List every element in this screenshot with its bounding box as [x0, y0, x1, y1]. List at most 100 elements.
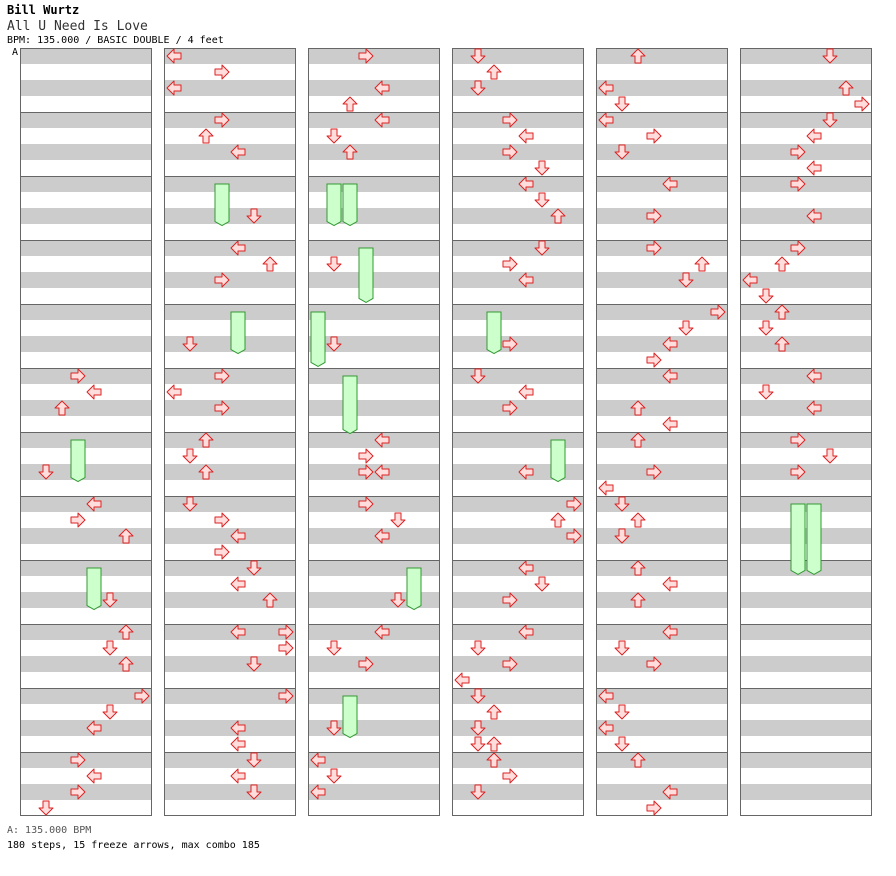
freeze-arrow [342, 183, 358, 227]
step-arrow-right [214, 512, 230, 528]
beat-stripe [452, 496, 584, 512]
step-arrow-right [566, 496, 582, 512]
step-arrow-left [662, 416, 678, 432]
beat-stripe [308, 752, 440, 768]
step-arrow-right [70, 512, 86, 528]
step-arrow-left [598, 80, 614, 96]
beat-stripe [740, 304, 872, 320]
step-arrow-right [502, 256, 518, 272]
step-arrow-up [550, 512, 566, 528]
step-arrow-up [486, 64, 502, 80]
step-arrow-down [470, 80, 486, 96]
step-arrow-right [790, 432, 806, 448]
beat-stripe [308, 528, 440, 544]
step-arrow-down [38, 464, 54, 480]
step-arrow-right [70, 784, 86, 800]
step-arrow-up [630, 592, 646, 608]
step-arrow-left [230, 240, 246, 256]
freeze-arrow [486, 311, 502, 355]
beat-stripe [740, 400, 872, 416]
step-arrow-down [470, 48, 486, 64]
chart-column-border [452, 48, 584, 816]
beat-stripe [164, 368, 296, 384]
step-arrow-up [774, 336, 790, 352]
beat-stripe [164, 688, 296, 704]
beat-stripe [20, 336, 152, 352]
step-arrow-down [614, 528, 630, 544]
beat-stripe [20, 368, 152, 384]
chart-column-border [596, 48, 728, 816]
step-arrow-down [822, 48, 838, 64]
beat-stripe [164, 592, 296, 608]
beat-stripe [452, 112, 584, 128]
step-arrow-left [374, 624, 390, 640]
beat-stripe [20, 80, 152, 96]
step-arrow-down [102, 640, 118, 656]
beat-stripe [308, 48, 440, 64]
step-arrow-right [358, 464, 374, 480]
beat-stripe [452, 624, 584, 640]
beat-stripe [452, 80, 584, 96]
step-arrow-up [774, 304, 790, 320]
beat-stripe [596, 496, 728, 512]
beat-stripe [20, 304, 152, 320]
beat-stripe [20, 656, 152, 672]
step-arrow-right [278, 640, 294, 656]
step-arrow-right [502, 336, 518, 352]
beat-stripe [308, 496, 440, 512]
beat-stripe [20, 720, 152, 736]
beat-stripe [164, 752, 296, 768]
step-arrow-down [758, 320, 774, 336]
step-arrow-right [790, 464, 806, 480]
step-arrow-left [374, 464, 390, 480]
step-arrow-down [326, 336, 342, 352]
beat-stripe [596, 240, 728, 256]
step-arrow-down [470, 368, 486, 384]
step-arrow-down [534, 160, 550, 176]
beat-stripe [740, 752, 872, 768]
step-arrow-down [614, 736, 630, 752]
step-arrow-up [54, 400, 70, 416]
beat-stripe [596, 144, 728, 160]
chart-column-border [308, 48, 440, 816]
step-arrow-right [278, 688, 294, 704]
step-arrow-left [230, 576, 246, 592]
beat-stripe [452, 784, 584, 800]
step-arrow-right [790, 240, 806, 256]
beat-stripe [740, 496, 872, 512]
beat-stripe [740, 720, 872, 736]
step-arrow-down [614, 96, 630, 112]
step-arrow-up [774, 256, 790, 272]
step-arrow-right [70, 752, 86, 768]
beat-stripe [740, 272, 872, 288]
beat-stripe [308, 720, 440, 736]
beat-stripe [596, 752, 728, 768]
step-arrow-up [486, 736, 502, 752]
step-arrow-up [118, 528, 134, 544]
beat-stripe [164, 48, 296, 64]
beat-stripe [596, 80, 728, 96]
step-arrow-right [646, 128, 662, 144]
beat-stripe [308, 240, 440, 256]
step-arrow-right [358, 448, 374, 464]
beat-stripe [452, 688, 584, 704]
beat-stripe [596, 48, 728, 64]
beat-stripe [308, 432, 440, 448]
step-arrow-left [374, 528, 390, 544]
beat-stripe [596, 336, 728, 352]
freeze-arrow [342, 695, 358, 739]
step-arrow-down [246, 208, 262, 224]
step-arrow-left [374, 80, 390, 96]
beat-stripe [452, 208, 584, 224]
beat-stripe [164, 784, 296, 800]
beat-stripe [452, 528, 584, 544]
step-arrow-right [566, 528, 582, 544]
beat-stripe [452, 368, 584, 384]
beat-stripe [20, 592, 152, 608]
beat-stripe [740, 240, 872, 256]
beat-stripe [308, 464, 440, 480]
step-arrow-left [230, 720, 246, 736]
beat-stripe [452, 560, 584, 576]
step-arrow-down [614, 704, 630, 720]
